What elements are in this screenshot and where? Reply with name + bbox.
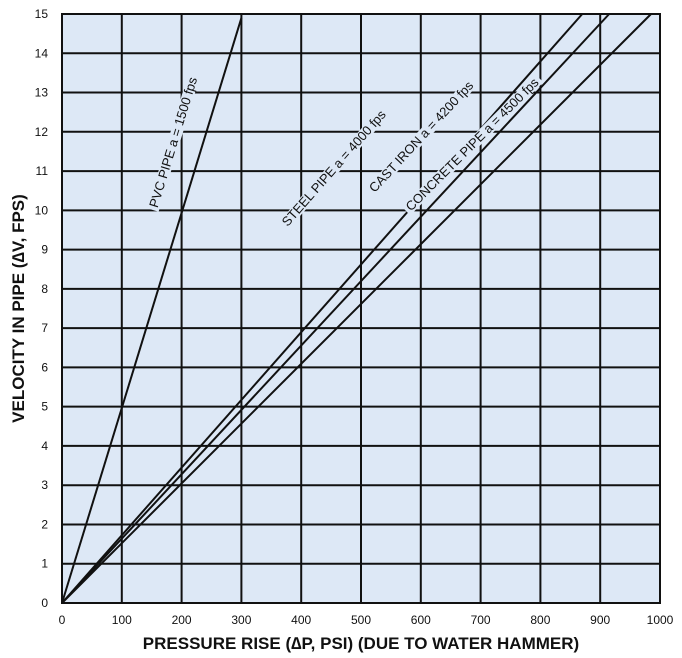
y-tick-label: 14 [35, 46, 49, 60]
x-axis-ticks: 0 100 200 300 400 500 600 700 800 900 1000 [59, 613, 674, 627]
series-line [61, 13, 652, 604]
x-tick-label: 700 [471, 613, 491, 627]
y-tick-label: 6 [41, 360, 48, 374]
series-label-backdrop [401, 73, 544, 216]
y-tick-label: 2 [41, 517, 48, 531]
x-tick-label: 100 [112, 613, 132, 627]
y-tick-label: 9 [41, 243, 48, 257]
series-label-backdrop [147, 72, 201, 212]
x-tick-label: 400 [291, 613, 311, 627]
y-tick-label: 3 [41, 478, 48, 492]
series-line [61, 17, 243, 604]
y-tick-label: 15 [35, 7, 49, 21]
x-tick-label: 300 [231, 613, 251, 627]
x-tick-label: 200 [172, 613, 192, 627]
x-tick-label: 500 [351, 613, 371, 627]
x-tick-label: 900 [590, 613, 610, 627]
y-tick-label: 0 [41, 596, 48, 610]
y-tick-label: 4 [41, 439, 48, 453]
y-tick-label: 12 [35, 125, 49, 139]
x-tick-label: 0 [59, 613, 66, 627]
y-tick-label: 1 [41, 557, 48, 571]
series-line [61, 13, 584, 604]
y-tick-label: 8 [41, 282, 48, 296]
series-lines [61, 13, 652, 604]
x-tick-label: 1000 [647, 613, 674, 627]
series-label-backdrop [278, 105, 391, 231]
y-tick-label: 10 [35, 203, 49, 217]
y-tick-label: 13 [35, 86, 49, 100]
series-line [61, 13, 610, 604]
y-tick-label: 5 [41, 400, 48, 414]
y-tick-label: 11 [36, 164, 49, 178]
y-axis-label: VELOCITY IN PIPE (∆V, FPS) [9, 194, 28, 423]
y-tick-label: 7 [41, 321, 48, 335]
plot-frame [61, 13, 661, 604]
x-tick-label: 600 [411, 613, 431, 627]
x-axis-label: PRESSURE RISE (∆P, PSI) (DUE TO WATER HA… [143, 634, 579, 653]
x-tick-label: 800 [530, 613, 550, 627]
series-label-backdrop [365, 76, 478, 197]
